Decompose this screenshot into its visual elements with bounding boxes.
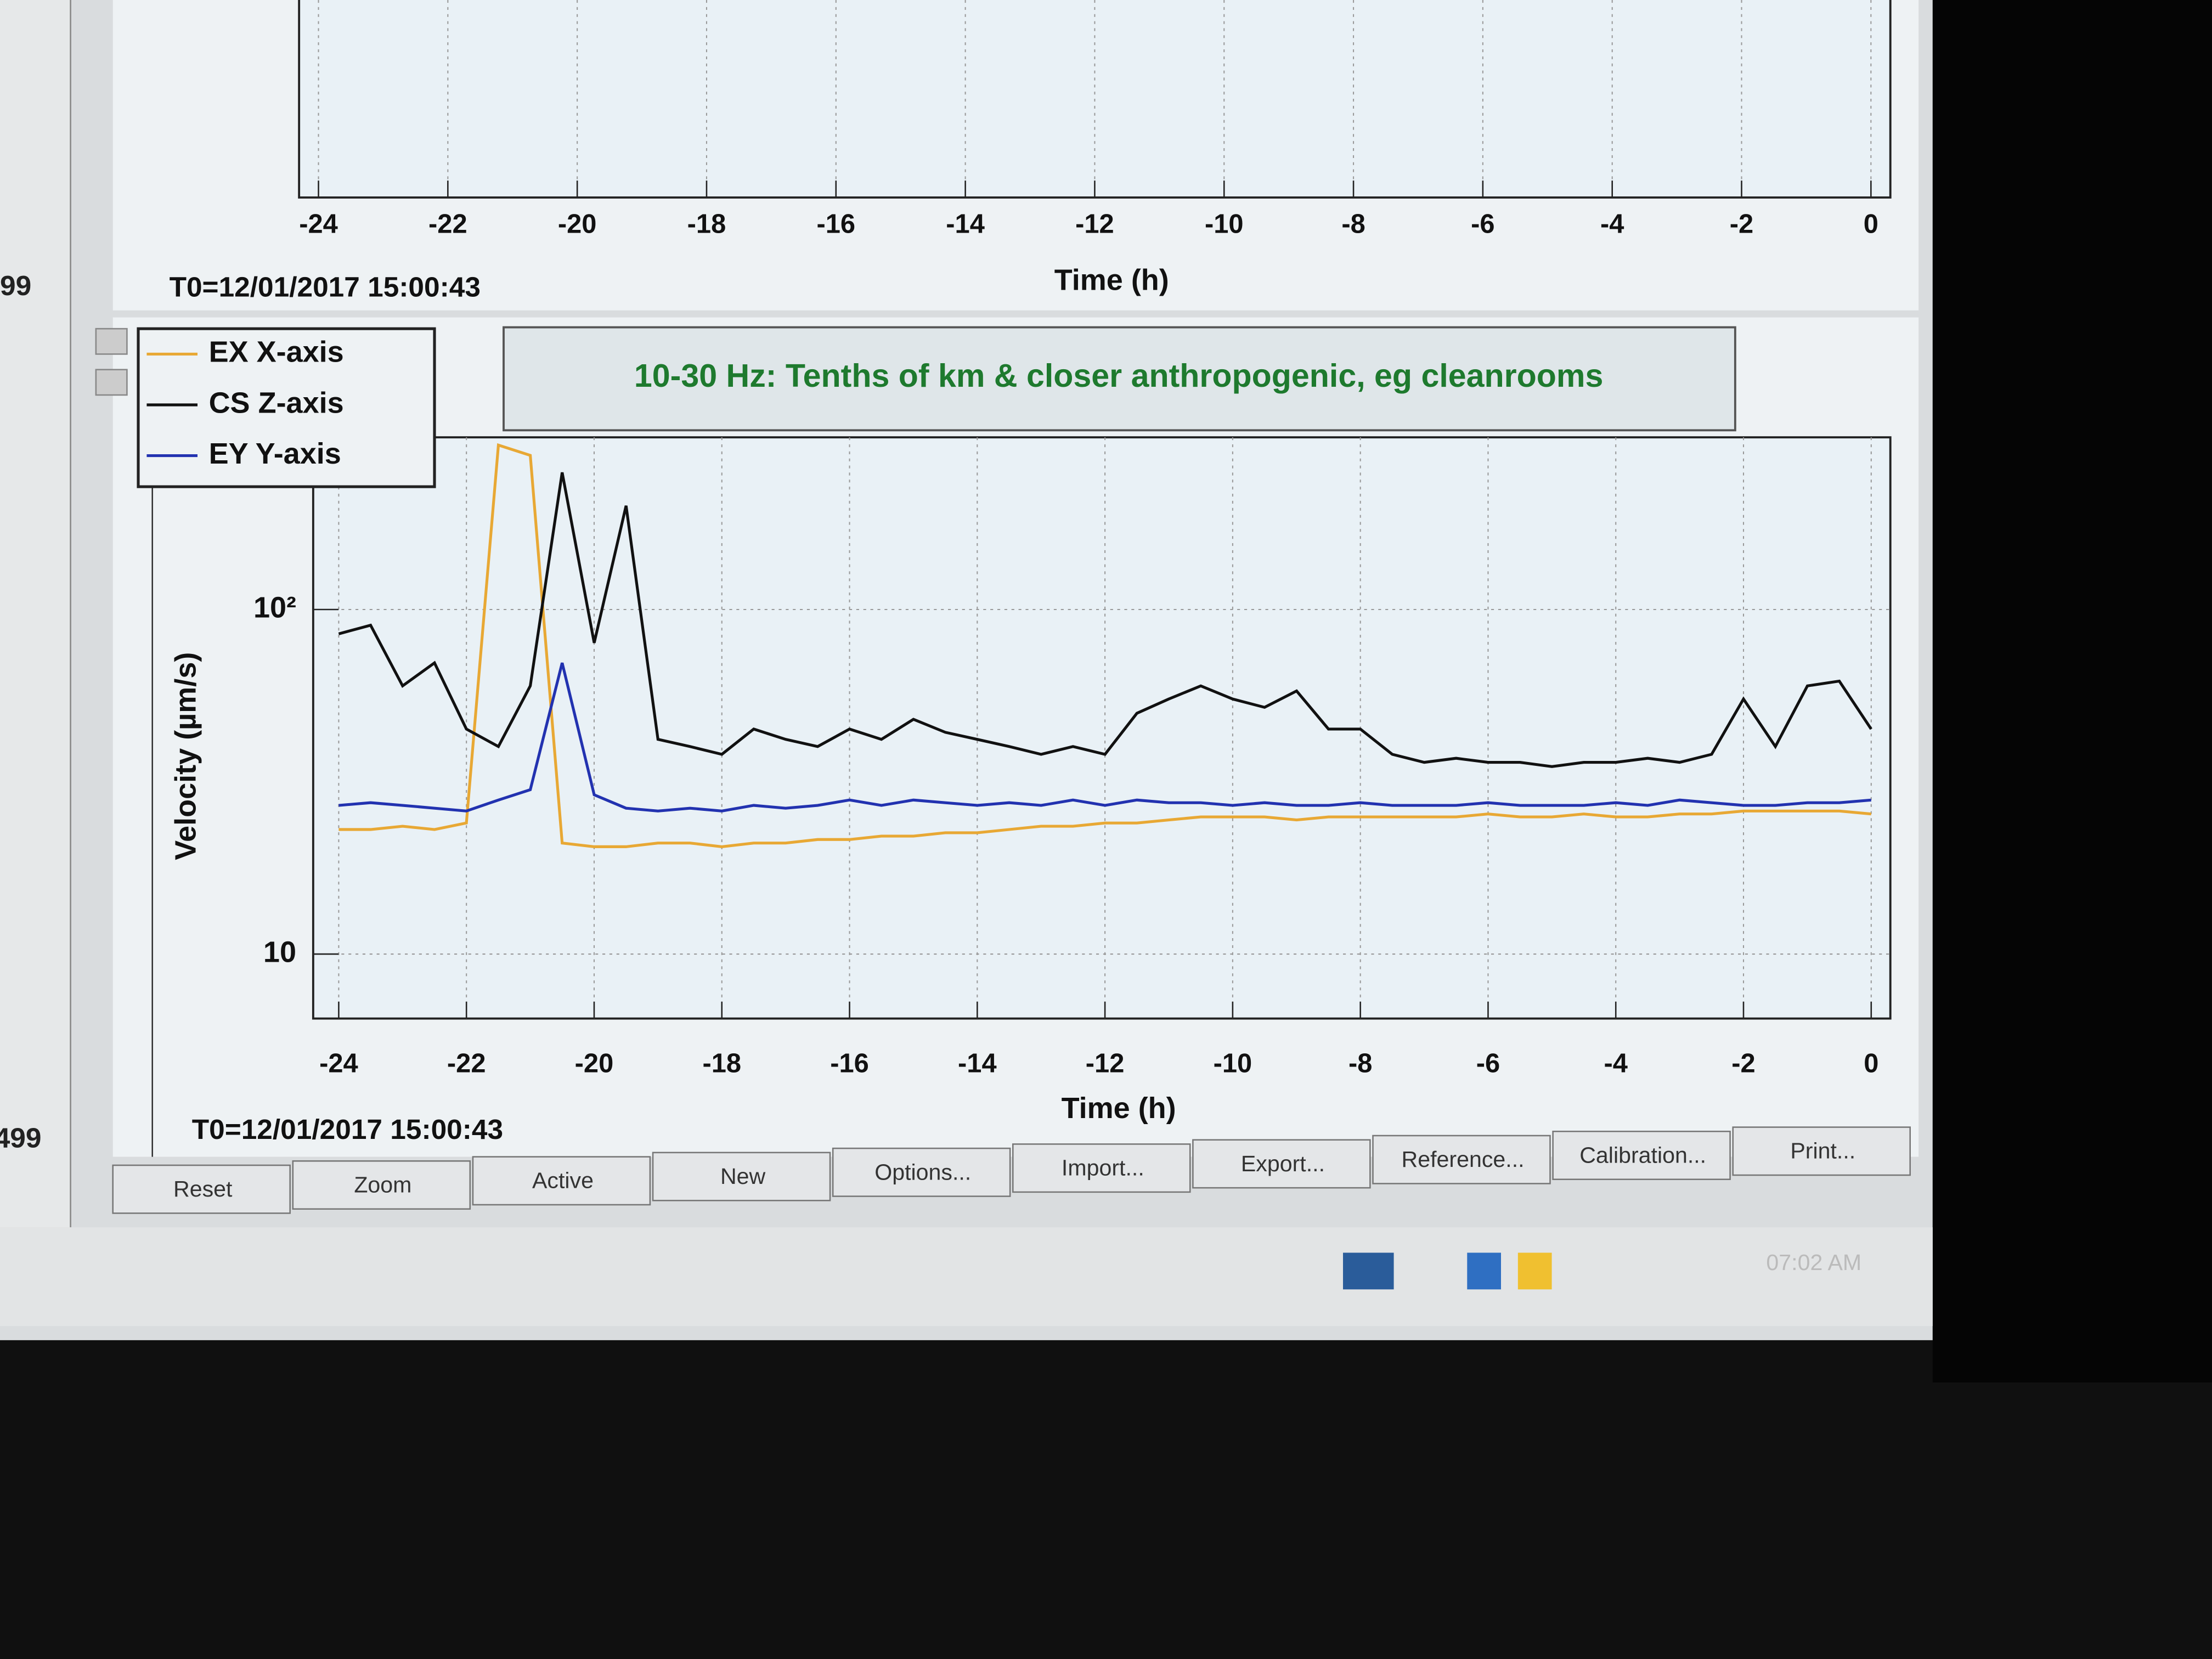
series-line [338, 443, 1871, 848]
timestamp: T0=12/01/2017 15:00:43 [170, 271, 481, 303]
side-panel [0, 0, 71, 1228]
toolbar-button[interactable]: Import... [1012, 1143, 1191, 1193]
x-tick-label: -24 [299, 209, 338, 239]
x-tick-label: -18 [687, 209, 726, 239]
toolbar-button[interactable]: New [652, 1152, 831, 1201]
button-label: Reference... [1402, 1147, 1525, 1172]
toolbar-button[interactable]: Export... [1192, 1139, 1371, 1189]
button-face [1372, 1135, 1551, 1184]
tray-icon[interactable] [1467, 1252, 1501, 1290]
annotation: 10-30 Hz: Tenths of km & closer anthropo… [634, 357, 1603, 394]
side-value: 499 [0, 1121, 41, 1153]
clock: 07:02 AM [1766, 1250, 1861, 1275]
toolbar-button[interactable]: Print... [1732, 1126, 1911, 1176]
x-tick-label: -6 [1471, 209, 1494, 239]
series-line [338, 472, 1872, 768]
button-face [292, 1160, 471, 1210]
x-tick-label: -12 [1075, 209, 1114, 239]
x-axis-label: Time (h) [1062, 1092, 1176, 1125]
button-label: Print... [1790, 1138, 1855, 1164]
x-tick-label: -20 [558, 209, 597, 239]
toolbar-button[interactable]: Calibration... [1552, 1131, 1731, 1180]
button-label: Reset [173, 1176, 233, 1201]
tray-icon[interactable] [1517, 1252, 1552, 1290]
scroll-btn[interactable] [95, 369, 128, 396]
x-tick-label: -10 [1214, 1048, 1252, 1078]
x-tick-label: -22 [428, 209, 467, 239]
x-tick-label: -8 [1341, 209, 1365, 239]
x-tick-label: -2 [1731, 1048, 1755, 1078]
button-face [1552, 1131, 1731, 1180]
plot-area [312, 436, 1892, 1020]
timestamp: T0=12/01/2017 15:00:43 [192, 1113, 503, 1145]
button-label: Export... [1241, 1151, 1325, 1176]
button-face [1192, 1139, 1371, 1189]
button-label: Active [532, 1168, 594, 1193]
legend-label: EY Y-axis [209, 437, 341, 470]
taskbar [0, 1227, 1933, 1327]
toolbar-button[interactable]: Reset [112, 1164, 291, 1214]
y-tick-label: 10 [263, 935, 296, 968]
y-axis-label: Velocity (µm/s) [169, 652, 202, 860]
y-tick-label: 10² [253, 591, 296, 624]
x-tick-label: -8 [1348, 1048, 1372, 1078]
button-face [472, 1156, 651, 1206]
x-tick-label: 0 [1864, 209, 1878, 239]
x-axis-label: Time (h) [1054, 264, 1169, 297]
button-label: Options... [874, 1159, 971, 1184]
x-tick-label: -24 [319, 1048, 358, 1078]
x-tick-label: -20 [575, 1048, 614, 1078]
x-tick-label: -18 [702, 1048, 741, 1078]
button-face [1012, 1143, 1191, 1193]
x-tick-label: 0 [1864, 1048, 1878, 1078]
scroll-btn[interactable] [95, 328, 128, 355]
x-tick-label: -4 [1600, 209, 1624, 239]
x-tick-label: -2 [1730, 209, 1753, 239]
side-value: 99 [0, 269, 31, 301]
button-face [1732, 1126, 1911, 1176]
toolbar-button[interactable]: Zoom [292, 1160, 471, 1210]
button-label: Import... [1062, 1155, 1144, 1181]
button-face [832, 1147, 1011, 1197]
toolbar-button[interactable]: Active [472, 1156, 651, 1206]
x-tick-label: -4 [1604, 1048, 1628, 1078]
x-tick-label: -16 [816, 209, 855, 239]
button-label: Zoom [354, 1172, 411, 1197]
x-tick-label: -12 [1086, 1048, 1125, 1078]
x-tick-label: -16 [830, 1048, 869, 1078]
tray-icon[interactable] [1343, 1252, 1394, 1290]
series-line [338, 662, 1871, 812]
x-tick-label: -14 [958, 1048, 997, 1078]
toolbar-button[interactable]: Reference... [1372, 1135, 1551, 1184]
legend-label: CS Z-axis [209, 386, 344, 419]
x-tick-label: -6 [1476, 1048, 1500, 1078]
legend-label: EX X-axis [209, 336, 344, 369]
bezel [1932, 0, 2212, 1383]
toolbar-button[interactable]: Options... [832, 1147, 1011, 1197]
x-tick-label: -14 [946, 209, 985, 239]
button-face [652, 1152, 831, 1201]
x-tick-label: -10 [1205, 209, 1244, 239]
x-tick-label: -22 [447, 1048, 486, 1078]
button-label: New [720, 1164, 766, 1189]
button-face [112, 1164, 291, 1214]
button-label: Calibration... [1579, 1142, 1706, 1167]
annotation-box [503, 326, 1736, 432]
